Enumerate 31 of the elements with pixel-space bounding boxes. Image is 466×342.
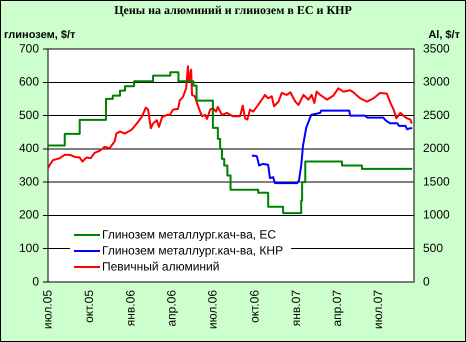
y-axis-title: глинозем, $/т [4,29,76,41]
x-tick-label: окт.05 [82,290,96,323]
y2-tick-label: 3000 [423,74,450,89]
y2-tick-label: 1000 [423,208,450,222]
legend-label: Глинозем металлург.кач-ва, ЕС [102,227,276,242]
y2-tick-label: 3500 [423,41,450,56]
x-tick-label: окт.06 [247,290,262,323]
y2-tick-label: 2000 [423,141,450,156]
x-tick-label: июл.06 [206,290,220,330]
x-tick-label: янв.06 [124,290,138,326]
legend-label: Певичный алюминий [102,259,220,274]
legend-label: Глинозем металлург.кач-ва, КНР [102,243,284,258]
y-tick-label: 0 [32,274,40,288]
y-tick-label: 700 [18,41,40,56]
y-tick-label: 600 [18,74,40,89]
y2-tick-label: 500 [423,241,444,256]
y2-axis-title: Al, $/т [428,29,461,41]
x-tick-label: янв.07 [288,290,303,326]
y-tick-label: 100 [18,241,40,256]
y-tick-label: 300 [18,174,40,188]
y-tick-label: 500 [18,108,40,122]
y-tick-label: 400 [18,141,40,156]
x-tick-label: апр.07 [330,290,344,327]
x-tick-label: апр.06 [164,290,178,327]
y2-tick-label: 2500 [423,108,450,122]
y2-tick-label: 1500 [423,174,450,188]
chart-title: Цены на алюминий и глинозем в ЕС и КНР [114,3,352,17]
y-tick-label: 200 [18,208,40,222]
y2-tick-label: 0 [423,274,430,288]
x-tick-label: июл.05 [40,290,54,330]
x-tick-label: июл.07 [370,290,385,330]
